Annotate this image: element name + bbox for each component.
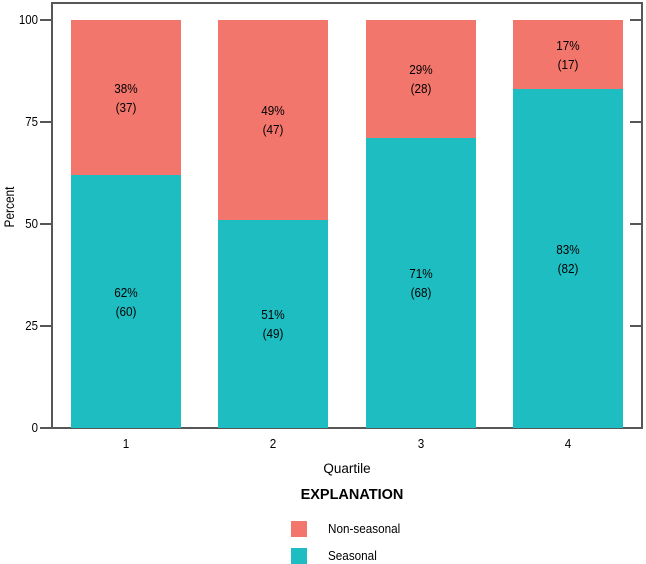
y-tick-left — [40, 427, 52, 429]
plot-area-border — [51, 2, 643, 429]
x-axis-title: Quartile — [323, 461, 371, 476]
y-tick-label: 100 — [18, 12, 38, 27]
legend-label: Non-seasonal — [328, 521, 401, 536]
legend-swatch-seasonal — [291, 548, 307, 564]
legend-swatch-non-seasonal — [291, 521, 307, 537]
y-tick-right — [630, 19, 642, 21]
bar-2-segment-seasonal — [218, 219, 329, 428]
bar-2-segment-non-seasonal — [218, 20, 329, 220]
legend-label: Seasonal — [328, 548, 377, 563]
bar-4-segment-seasonal — [513, 89, 624, 428]
x-tick-label: 3 — [417, 436, 424, 451]
y-tick-right — [630, 325, 642, 327]
y-axis-title: Percent — [2, 186, 17, 228]
y-tick-left — [40, 121, 52, 123]
x-tick-label: 2 — [269, 436, 277, 451]
bar-3-segment-seasonal — [365, 138, 476, 428]
y-tick-left — [40, 223, 52, 225]
y-tick-left — [40, 325, 52, 327]
bar-4-segment-non-seasonal — [513, 20, 624, 90]
bar-3-segment-non-seasonal — [365, 20, 476, 139]
y-tick-right — [630, 121, 642, 123]
bar-1-segment-seasonal — [70, 175, 181, 428]
y-tick-right — [630, 223, 642, 225]
y-tick-label: 75 — [25, 114, 38, 129]
y-tick-label: 0 — [31, 420, 38, 435]
legend-title: EXPLANATION — [300, 487, 404, 503]
y-tick-label: 25 — [25, 318, 38, 333]
y-tick-right — [630, 427, 642, 429]
bar-1-segment-non-seasonal — [70, 20, 181, 176]
x-tick-label: 1 — [122, 436, 129, 451]
y-tick-left — [40, 19, 52, 21]
x-tick-label: 4 — [564, 436, 572, 451]
y-tick-label: 50 — [25, 216, 38, 231]
